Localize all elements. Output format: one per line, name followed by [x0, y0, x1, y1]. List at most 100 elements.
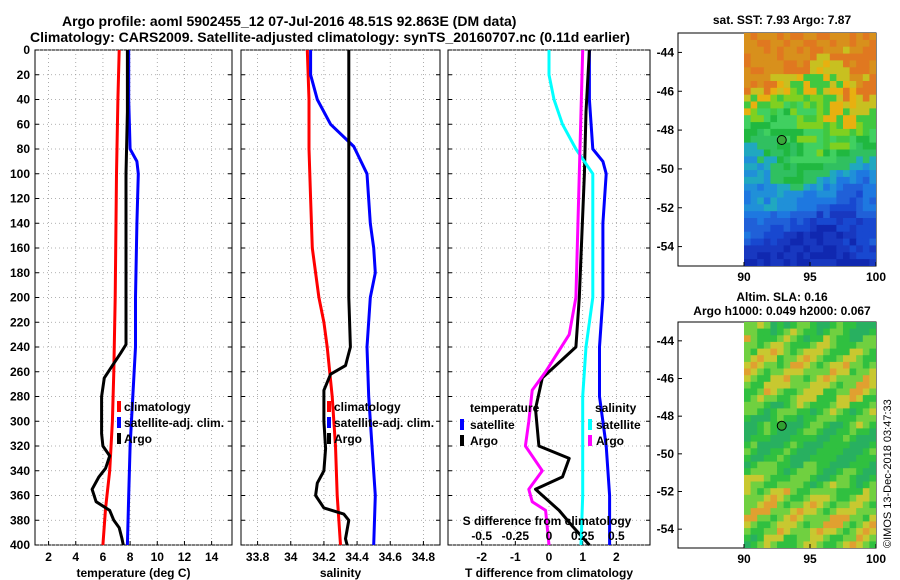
map-sla-cell: [862, 474, 870, 483]
map-sst-cell: [869, 183, 876, 192]
map-sla-cell: [823, 388, 831, 396]
map-sst-cell: [843, 81, 851, 89]
map-sla-cell: [770, 494, 778, 502]
map-sla-cell: [856, 474, 864, 483]
map-sst-cell: [823, 176, 831, 185]
map-sla-cell: [763, 514, 771, 522]
map-sst-cell: [856, 163, 864, 171]
map-sla-cell: [836, 541, 844, 548]
map-sst-cell: [836, 156, 844, 164]
map-sla-cell: [843, 521, 851, 529]
map-sst-cell: [816, 60, 824, 68]
map-sst-cell: [750, 163, 758, 171]
map-sla-cell: [790, 501, 798, 509]
map-sla-cell: [856, 488, 864, 496]
map-sla-cell: [862, 528, 870, 536]
map-sla-cell: [750, 421, 758, 429]
map-sst-cell: [744, 149, 752, 157]
map-sst-cell: [829, 46, 837, 55]
map-sla-cell: [770, 521, 778, 529]
map-sst-cell: [829, 149, 837, 157]
map-sst-cell: [790, 46, 798, 55]
map-sla-cell: [796, 355, 804, 363]
difference-legend-left-swatch: [460, 419, 464, 430]
map-sla-cell: [803, 421, 811, 429]
map-sst-cell: [744, 81, 752, 89]
map-sst-cell: [843, 204, 851, 212]
map-sla-cell: [744, 401, 752, 409]
map-sla-cell: [783, 488, 791, 496]
map-sst-cell: [843, 142, 851, 151]
map-sst-cell: [816, 33, 824, 41]
map-sla-cell: [750, 528, 758, 536]
map-sla-cell: [803, 401, 811, 409]
map-sla-cell: [757, 508, 765, 516]
map-sla-cell: [849, 528, 857, 536]
map-sst-cell: [823, 224, 831, 233]
map-sst-cell: [836, 204, 844, 212]
map-sst-cell: [829, 231, 837, 240]
map-sla-cell: [849, 521, 857, 529]
map-sst-cell: [816, 197, 824, 205]
s-difference-tick-label: 0.25: [571, 529, 595, 543]
map-sla-cell: [816, 435, 824, 443]
map-sst-cell: [836, 259, 844, 266]
map-sla-cell: [770, 328, 778, 336]
map-sst-cell: [796, 142, 804, 151]
map-sla-cell: [777, 408, 785, 416]
map-sla-cell: [777, 341, 785, 350]
salinity-xtick-label: 34.6: [379, 550, 403, 564]
map-sst-cell: [796, 128, 804, 137]
map-sla-cell: [856, 341, 864, 350]
map-sst-cell: [770, 33, 778, 41]
map-sla-cell: [823, 474, 831, 483]
map-sst-cell: [757, 46, 765, 55]
depth-tick-label: 140: [10, 216, 30, 230]
map-sst-cell: [823, 156, 831, 164]
map-sst-cell: [829, 183, 837, 192]
difference-xtick-label: -2: [476, 550, 487, 564]
map-sst-cell: [843, 39, 851, 48]
map-sst-cell: [750, 135, 758, 144]
map-sla-cell: [783, 361, 791, 370]
map-sla-cell: [843, 415, 851, 423]
map-sst-cell: [816, 176, 824, 185]
map-sst-cell: [757, 108, 765, 116]
map-sla-cell: [810, 335, 818, 343]
map-sst-cell: [750, 108, 758, 116]
map-sla-cell: [796, 322, 804, 330]
map-sla-cell: [810, 428, 818, 436]
map-sst-cell: [783, 122, 791, 130]
map-sla-cell: [750, 488, 758, 496]
map-sst-cell: [770, 46, 778, 55]
map-sst-cell: [803, 101, 811, 109]
difference-xtick-label: 1: [579, 550, 586, 564]
map-sla-cell: [816, 481, 824, 489]
map-sla-cell: [777, 541, 785, 548]
map-sla-cell: [803, 448, 811, 456]
map-sst-cell: [836, 231, 844, 240]
map-sla-cell: [790, 395, 798, 403]
map-sla-cell: [803, 408, 811, 416]
map-sst-cell: [757, 101, 765, 109]
map-sla-cell: [862, 415, 870, 423]
difference-legend-right-title: salinity: [595, 401, 637, 415]
map-sst-cell: [816, 115, 824, 123]
map-sla-cell: [862, 341, 870, 350]
map-sst-cell: [796, 231, 804, 240]
map-sla-cell: [796, 461, 804, 469]
map-sst-cell: [770, 53, 778, 62]
map-sla-cell: [843, 541, 851, 548]
map-sla-cell: [777, 435, 785, 443]
map-sla-cell: [849, 488, 857, 496]
map-sla-cell: [823, 368, 831, 376]
salinity-legend-swatch: [327, 401, 331, 412]
map-sst-cell: [862, 231, 870, 240]
map-sla-cell: [829, 488, 837, 496]
map-sst-cell: [843, 183, 851, 192]
map-sst-cell: [816, 204, 824, 212]
map-sla-cell: [777, 501, 785, 509]
map-sla-cell: [869, 348, 876, 356]
map-sst-cell: [849, 67, 857, 75]
map-sla-cell: [843, 341, 851, 350]
